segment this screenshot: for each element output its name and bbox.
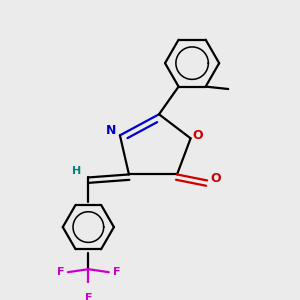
Text: H: H	[72, 167, 81, 176]
Text: O: O	[211, 172, 221, 185]
Text: F: F	[112, 267, 120, 277]
Text: F: F	[57, 267, 64, 277]
Text: N: N	[106, 124, 116, 137]
Text: F: F	[85, 293, 92, 300]
Text: O: O	[193, 129, 203, 142]
